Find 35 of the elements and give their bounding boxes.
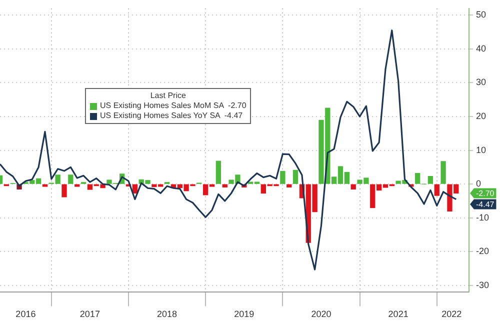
y-tick-label: -10 — [476, 212, 490, 222]
bar — [286, 184, 292, 188]
y-tick-label: 40 — [476, 43, 486, 54]
text: -4.47 — [476, 200, 495, 209]
x-tick-label: 2018 — [157, 309, 178, 320]
y-tick-label: 30 — [476, 77, 486, 88]
y-tick-label: 50 — [476, 10, 486, 20]
bar — [42, 184, 48, 187]
text: -2.70 — [476, 188, 495, 198]
x-tick-label: 2021 — [388, 309, 408, 320]
y-tick-label: -20 — [476, 246, 490, 256]
y-tick-label: 10 — [476, 144, 486, 155]
x-tick-label: 2020 — [311, 309, 332, 320]
y-tick-label: -30 — [476, 280, 490, 290]
bar — [68, 174, 74, 184]
bar — [292, 170, 298, 184]
legend-label: US Existing Homes Sales MoM SA -2.70 — [100, 101, 246, 111]
bar — [62, 184, 67, 198]
legend-label: US Existing Homes Sales YoY SA -4.47 — [100, 111, 243, 121]
bar — [280, 170, 286, 184]
bar — [74, 184, 80, 187]
bar — [434, 184, 440, 196]
y-tick-label: 0 — [476, 178, 482, 189]
x-tick-label: 2022 — [442, 309, 462, 320]
bar — [350, 184, 356, 190]
x-tick-label: 2019 — [234, 309, 254, 320]
bar — [428, 176, 434, 184]
bar — [440, 161, 446, 184]
x-tick-label: 2016 — [16, 309, 36, 320]
y-tick-label: 20 — [476, 111, 486, 121]
bar — [222, 184, 228, 188]
legend-title: Last Price — [149, 91, 187, 101]
bar — [216, 160, 222, 184]
bar — [415, 172, 420, 184]
x-tick-label: 2017 — [80, 309, 100, 320]
